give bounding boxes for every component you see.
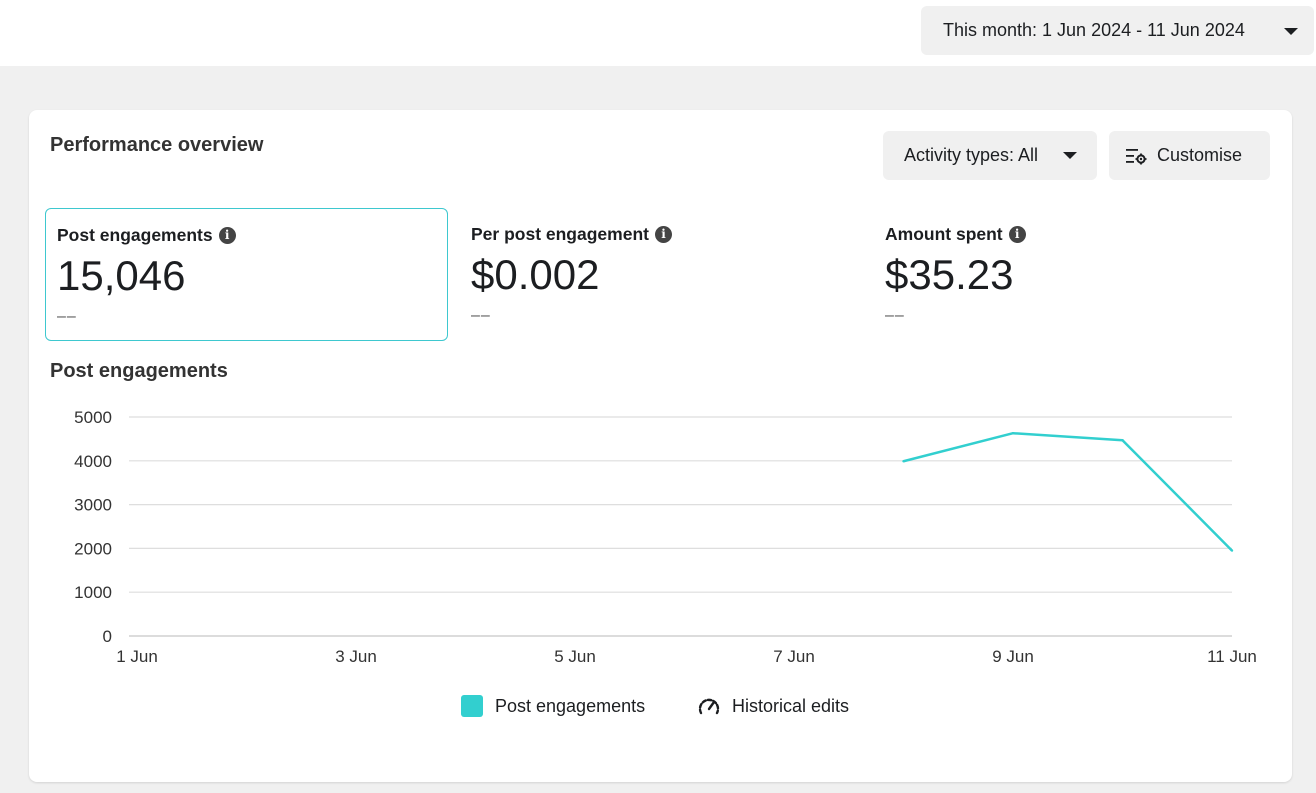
performance-overview-card: Performance overview Activity types: All…: [29, 110, 1292, 782]
date-range-picker[interactable]: This month: 1 Jun 2024 - 11 Jun 2024: [921, 6, 1314, 55]
legend-label: Post engagements: [495, 695, 646, 716]
y-tick-label: 2000: [74, 539, 112, 558]
caret-down-icon: [1284, 28, 1298, 35]
info-icon[interactable]: i: [654, 225, 672, 243]
metric-label: Post engagements: [57, 224, 213, 245]
customise-settings-icon: [1126, 148, 1147, 164]
legend-swatch: [461, 695, 483, 717]
caret-down-icon: [1063, 152, 1077, 159]
x-tick-label: 3 Jun: [335, 647, 377, 666]
series-line-post-engagements: [903, 431, 1233, 552]
metric-comparison: ––: [471, 307, 491, 324]
info-icon[interactable]: i: [1008, 225, 1026, 243]
customise-button[interactable]: Customise: [1109, 131, 1270, 180]
legend-post-engagements[interactable]: Post engagements: [461, 693, 645, 719]
metric-value: $0.002: [471, 251, 600, 298]
metric-comparison: ––: [885, 307, 905, 324]
info-icon[interactable]: i: [218, 226, 236, 244]
metric-label: Per post engagement: [471, 223, 649, 244]
metric-post-engagements[interactable]: Post engagements i 15,046 ––: [45, 208, 448, 341]
chart-title: Post engagements: [50, 360, 228, 382]
data-point: [1121, 439, 1124, 442]
customise-label: Customise: [1157, 145, 1243, 165]
legend-historical-edits[interactable]: Historical edits: [696, 693, 849, 719]
speedometer-icon: [698, 698, 720, 715]
data-point: [1230, 549, 1234, 552]
metric-comparison: ––: [57, 308, 77, 325]
y-tick-label: 4000: [74, 452, 112, 471]
top-bar: This month: 1 Jun 2024 - 11 Jun 2024: [0, 0, 1316, 66]
legend-label: Historical edits: [732, 695, 850, 716]
x-tick-label: 1 Jun: [116, 647, 158, 666]
x-tick-label: 9 Jun: [992, 647, 1034, 666]
metric-amount-spent[interactable]: Amount spent i $35.23 ––: [874, 208, 1277, 341]
metric-value: 15,046: [57, 252, 186, 299]
metric-label: Amount spent: [885, 223, 1003, 244]
metric-value: $35.23: [885, 251, 1014, 298]
x-tick-label: 5 Jun: [554, 647, 596, 666]
metric-per-post-engagement[interactable]: Per post engagement i $0.002 ––: [460, 208, 863, 341]
line-chart: 0 1000 2000 3000 4000 5000 1 Jun 3 Jun 5 Jun 7 Ju…: [74, 408, 1257, 666]
date-range-label: This month: 1 Jun 2024 - 11 Jun 2024: [943, 20, 1245, 40]
x-tick-label: 7 Jun: [773, 647, 815, 666]
y-tick-label: 3000: [74, 496, 112, 515]
data-point: [1011, 432, 1015, 435]
x-tick-label: 11 Jun: [1207, 647, 1257, 666]
y-tick-label: 0: [103, 627, 112, 646]
data-point: [902, 460, 905, 463]
card-title: Performance overview: [50, 134, 264, 156]
activity-types-dropdown[interactable]: Activity types: All: [883, 131, 1097, 180]
y-tick-label: 5000: [74, 408, 112, 427]
y-tick-label: 1000: [74, 583, 112, 602]
activity-types-label: Activity types: All: [904, 145, 1039, 165]
